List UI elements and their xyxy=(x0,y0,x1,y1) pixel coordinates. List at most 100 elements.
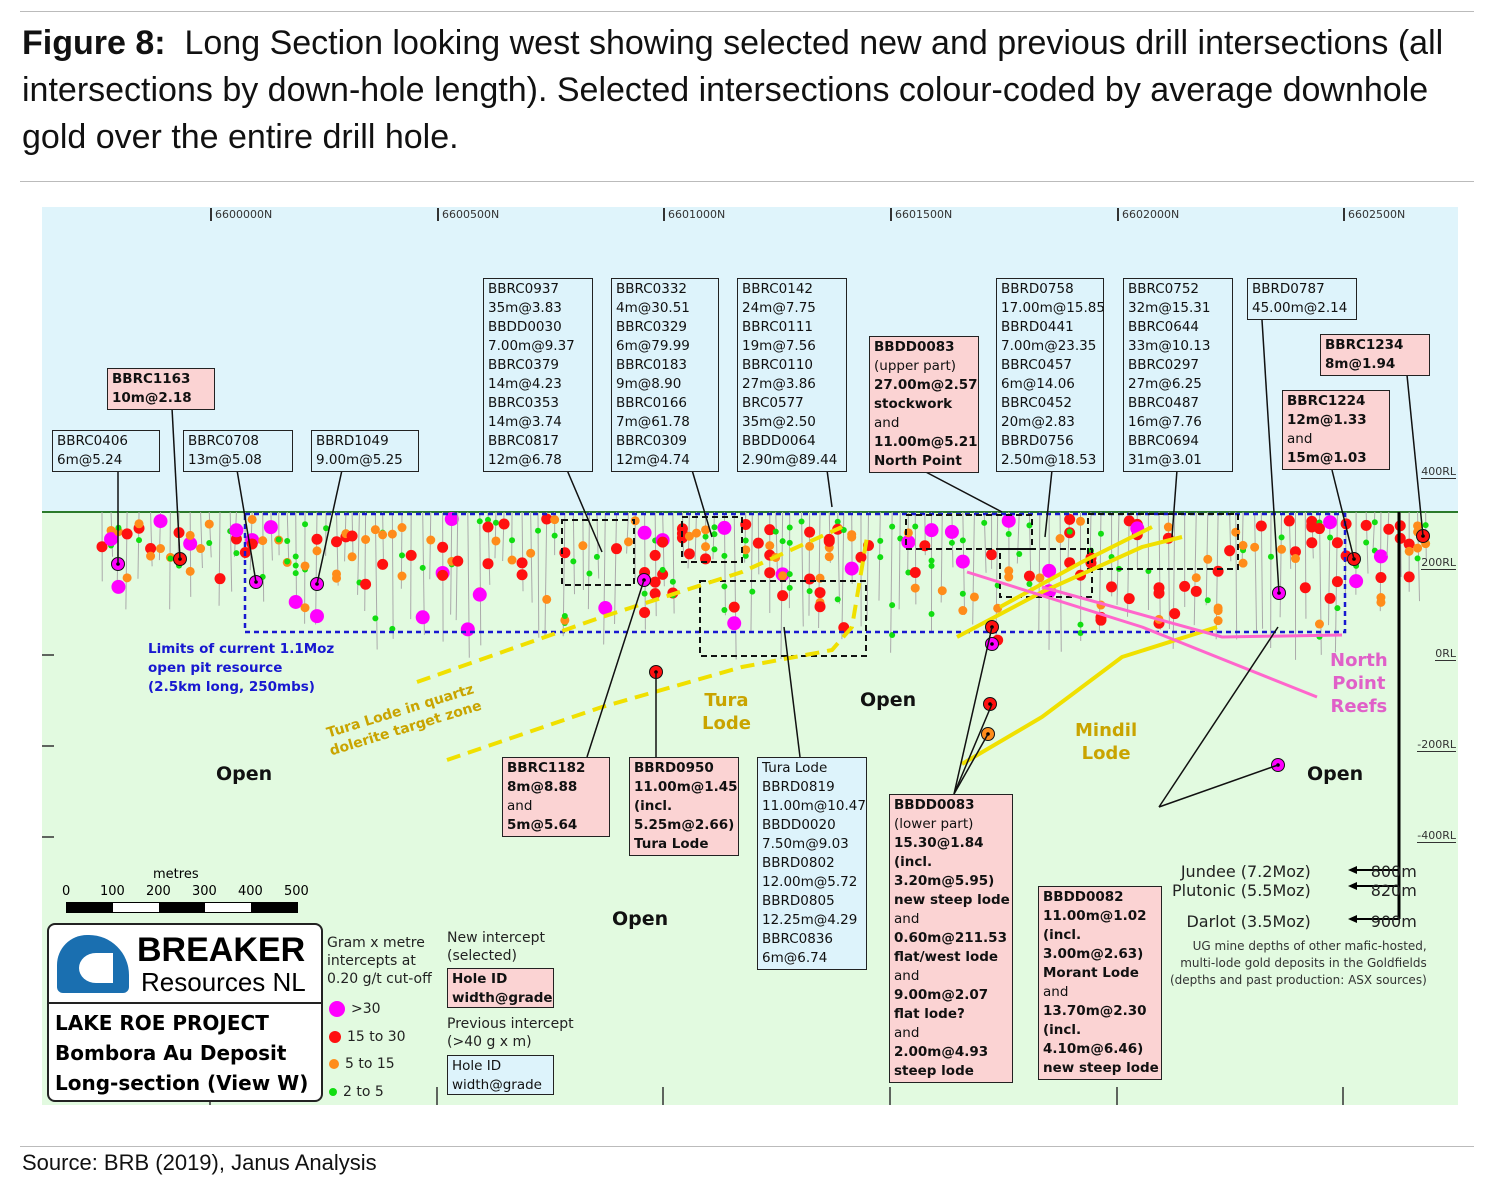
intercept-line: BBRD0441 xyxy=(1001,319,1074,335)
intercept-line: 32m@15.31 xyxy=(1128,300,1211,316)
leader-line xyxy=(586,579,645,758)
intercept-dot xyxy=(1163,522,1173,532)
note-line: multi-lode gold deposits in the Goldfiel… xyxy=(1180,956,1427,970)
intercept-dot xyxy=(912,523,919,530)
intercept-line: and xyxy=(894,911,920,927)
intercept-dot xyxy=(1363,539,1370,546)
intercept-dot xyxy=(1203,554,1213,564)
leader-line xyxy=(566,469,603,553)
intercept-dot xyxy=(378,530,388,540)
intercept-line: BBRD0819 xyxy=(762,779,835,795)
intercept-dot xyxy=(855,551,867,563)
intercept-dot xyxy=(578,541,588,551)
legend-title: Gram x metre intercepts at 0.20 g/t cut-… xyxy=(327,934,432,988)
intercept-dot xyxy=(804,573,816,585)
intercept-dot xyxy=(185,566,195,576)
intercept-dot xyxy=(711,546,718,553)
northing-label: 6600000N xyxy=(210,208,272,221)
intercept-dot xyxy=(156,544,166,554)
intercept-line: BBRC0406 xyxy=(57,433,129,449)
intercept-dot xyxy=(969,592,979,602)
intercept-dot xyxy=(889,632,896,639)
intercept-dot xyxy=(444,512,459,527)
intercept-dot xyxy=(598,601,613,616)
intercept-dot xyxy=(649,588,661,600)
mine-row: Plutonic (5.5Moz) 820m xyxy=(1172,878,1417,903)
intercept-dot xyxy=(460,622,475,637)
intercept-dot xyxy=(258,536,268,546)
intercept-line: (lower part) xyxy=(894,816,974,832)
intercept-line: (incl. xyxy=(894,854,933,870)
intercept-dot xyxy=(346,530,358,542)
intercept-dot xyxy=(437,569,449,581)
intercept-dot xyxy=(804,526,816,538)
intercept-dot xyxy=(452,555,464,567)
intercept-line: BBRC0332 xyxy=(616,281,688,297)
intercept-dot xyxy=(928,562,935,569)
intercept-line: BBRC0309 xyxy=(616,433,688,449)
intercept-line: BBRC0353 xyxy=(488,395,560,411)
intercept-dot xyxy=(924,523,939,538)
intercept-dot xyxy=(560,615,570,625)
open-label: Open xyxy=(216,763,273,785)
intercept-dot xyxy=(516,569,528,581)
drill-hole xyxy=(544,511,548,636)
arrow-head-icon xyxy=(1348,915,1357,923)
leader-line xyxy=(236,469,257,583)
intercept-dot xyxy=(909,567,921,579)
intercept-line: 27m@6.25 xyxy=(1128,376,1202,392)
mine-depth: 820m xyxy=(1370,881,1417,900)
intercept-dot xyxy=(509,537,516,544)
intercept-line: flat lode? xyxy=(894,1006,965,1022)
intercept-dot xyxy=(1190,585,1202,597)
intercept-dot xyxy=(1299,582,1311,594)
intercept-dot xyxy=(104,532,119,547)
intercept-dot xyxy=(1277,544,1287,554)
intercept-dot xyxy=(778,571,788,581)
open-label: Open xyxy=(860,689,917,711)
intercept-dot xyxy=(332,573,342,583)
drill-hole xyxy=(315,511,318,625)
drill-hole xyxy=(200,511,203,569)
open-label: Open xyxy=(1307,763,1364,785)
intercept-dot xyxy=(1095,614,1107,626)
drill-hole xyxy=(1372,511,1376,553)
rl-label: -200RL xyxy=(1417,738,1456,752)
intercept-dot xyxy=(1383,523,1395,535)
intercept-line: 11.00m@5.21 xyxy=(874,434,978,450)
intercept-dot xyxy=(889,602,896,609)
intercept-box-bbrc1224: BBRC1224 12m@1.33 and 15m@1.03 xyxy=(1282,390,1390,470)
intercept-dot xyxy=(1023,570,1035,582)
intercept-dot xyxy=(397,523,407,533)
intercept-line: 4m@30.51 xyxy=(616,300,690,316)
intercept-dot xyxy=(1016,550,1023,557)
legend-label: 2 to 5 xyxy=(343,1083,384,1100)
rl-label: 400RL xyxy=(1421,465,1456,479)
target-zone-box xyxy=(905,514,1033,550)
intercept-box-bbrd0758: BBRD0758 17.00m@15.85 BBRD0441 7.00m@23.35 B… xyxy=(996,278,1105,472)
section-view: Long-section (View W) xyxy=(55,1071,309,1095)
intercept-dot xyxy=(764,524,776,536)
intercept-box-bbrc1163: BBRC1163 10m@2.18 xyxy=(107,368,215,410)
intercept-dot xyxy=(1313,523,1325,535)
drill-hole xyxy=(1304,511,1307,619)
intercept-dot xyxy=(1004,566,1014,576)
intercept-line: BBRC0297 xyxy=(1128,357,1200,373)
intercept-dot xyxy=(551,532,558,539)
intercept-dot xyxy=(1204,597,1211,604)
intercept-line: 6m@14.06 xyxy=(1001,376,1075,392)
intercept-dot xyxy=(1283,515,1295,527)
intercept-line: (incl. xyxy=(1043,927,1082,943)
intercept-dot xyxy=(1414,555,1421,562)
legend-box-line: width@grade xyxy=(452,990,553,1006)
drill-hole xyxy=(374,511,378,650)
intercept-dot xyxy=(958,606,968,616)
legend-item: 2 to 5 xyxy=(329,1079,406,1106)
intercept-dot xyxy=(1213,603,1223,613)
intercept-line: Tura Lode xyxy=(634,836,709,852)
drill-hole xyxy=(1241,511,1244,566)
label-line: Lode xyxy=(1081,743,1131,764)
legend-title-line: intercepts at xyxy=(327,953,416,969)
intercept-dot xyxy=(691,528,701,538)
